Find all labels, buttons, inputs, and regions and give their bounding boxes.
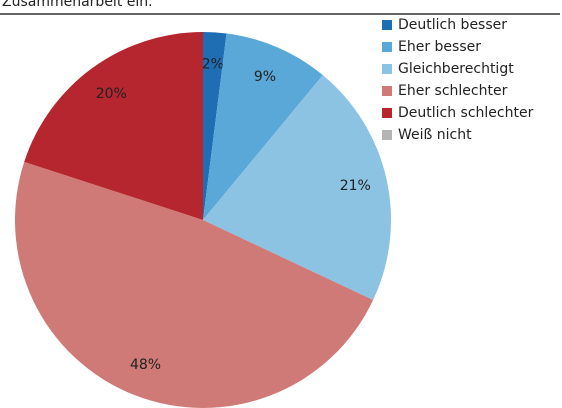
legend-label: Gleichberechtigt	[398, 61, 514, 77]
legend-swatch	[382, 42, 392, 52]
data-label: 2%	[202, 56, 224, 72]
data-label: 21%	[340, 178, 371, 194]
legend-swatch	[382, 20, 392, 30]
legend-swatch	[382, 86, 392, 96]
pie-slice	[24, 32, 204, 220]
legend-label: Weiß nicht	[398, 127, 472, 143]
legend-swatch	[382, 130, 392, 140]
pie-slice	[203, 75, 391, 301]
data-label: 9%	[254, 69, 276, 85]
legend-label: Eher schlechter	[398, 83, 508, 99]
pie-slice	[203, 33, 323, 220]
legend-label: Deutlich besser	[398, 17, 507, 33]
legend-label: Eher besser	[398, 39, 481, 55]
legend-label: Deutlich schlechter	[398, 105, 534, 121]
legend-swatch	[382, 64, 392, 74]
legend-swatch	[382, 108, 392, 118]
chart-title: Zusammenarbeit ein.	[2, 0, 153, 10]
data-label: 20%	[96, 86, 127, 102]
pie-slice	[203, 32, 227, 220]
data-label: 48%	[130, 357, 161, 373]
pie-slice	[15, 161, 374, 408]
